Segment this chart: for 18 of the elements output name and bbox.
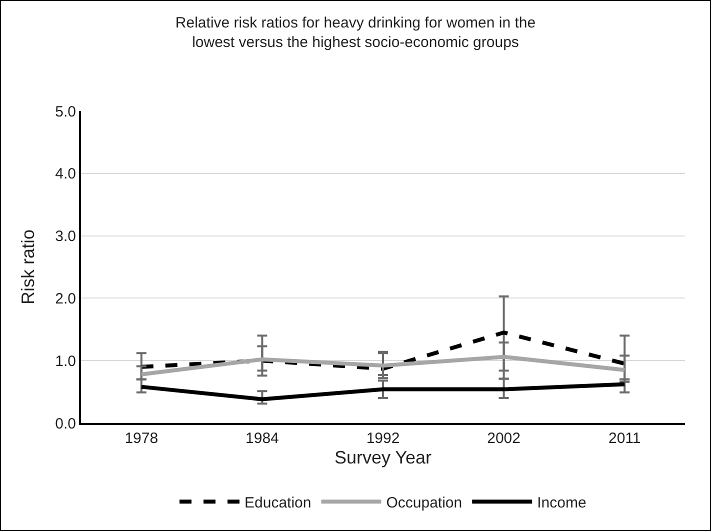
y-tick-label: 3.0 — [55, 228, 76, 246]
chart-title: Relative risk ratios for heavy drinking for women in the lowest versus the highest socio-economic groups — [175, 14, 536, 51]
x-axis-title: Survey Year — [334, 448, 432, 468]
x-tick-label: 1984 — [246, 430, 279, 447]
x-tick-label: 1992 — [366, 430, 400, 447]
y-tick-label: 5.0 — [55, 103, 76, 120]
legend-label: Education — [244, 494, 312, 512]
x-tick-label: 2011 — [608, 430, 641, 447]
x-tick-label: 1978 — [124, 430, 158, 447]
y-axis-title: Risk ratio — [18, 229, 38, 305]
legend-label: Occupation — [386, 494, 462, 512]
y-tick-label: 1.0 — [55, 352, 76, 370]
x-tick-label: 2002 — [487, 430, 520, 447]
y-tick-label: 4.0 — [55, 166, 76, 183]
legend-label: Income — [537, 494, 586, 512]
y-tick-label: 2.0 — [55, 290, 76, 308]
y-tick-label: 0.0 — [55, 415, 76, 432]
line-series — [139, 354, 627, 376]
